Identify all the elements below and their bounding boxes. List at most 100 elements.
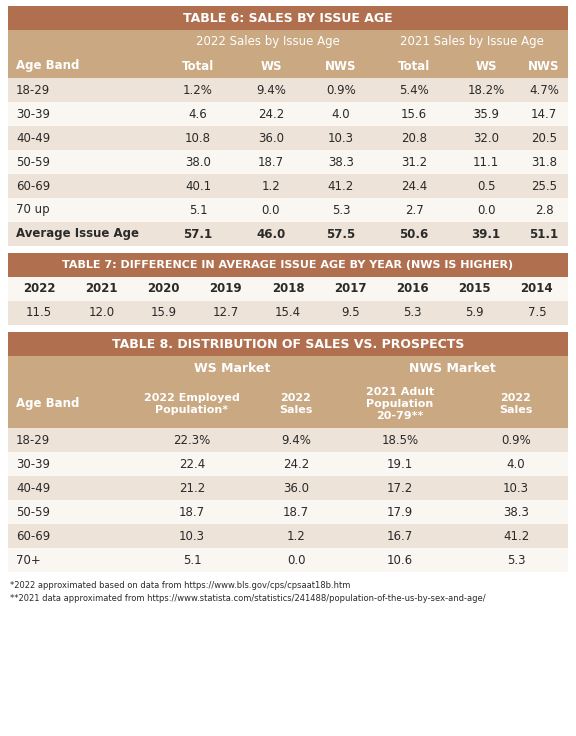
Bar [8,380,568,428]
Text: 38.0: 38.0 [185,155,211,169]
Text: Total: Total [398,60,430,73]
Text: 5.1: 5.1 [189,203,207,216]
Text: 18-29: 18-29 [16,83,50,96]
Text: 19.1: 19.1 [387,458,413,470]
Text: 2022
Sales: 2022 Sales [499,393,533,415]
Text: 5.4%: 5.4% [399,83,429,96]
Text: 5.3: 5.3 [403,306,422,319]
Text: 38.3: 38.3 [503,506,529,518]
Text: **2021 data approximated from https://www.statista.com/statistics/241488/populat: **2021 data approximated from https://ww… [10,594,486,603]
Bar [8,452,568,476]
Bar [8,222,568,246]
Text: 18.7: 18.7 [179,506,205,518]
Bar [8,126,568,150]
Bar [8,428,568,452]
Text: 18.2%: 18.2% [467,83,505,96]
Bar [8,253,568,277]
Text: 32.0: 32.0 [473,132,499,144]
Bar [8,500,568,524]
Text: 10.3: 10.3 [328,132,354,144]
Text: 4.0: 4.0 [507,458,525,470]
Text: WS Market: WS Market [194,361,270,375]
Text: 50-59: 50-59 [16,155,50,169]
Text: 2.7: 2.7 [404,203,423,216]
Text: 35.9: 35.9 [473,107,499,121]
Text: 15.9: 15.9 [150,306,177,319]
Text: Total: Total [182,60,214,73]
Bar [8,548,568,572]
Bar [8,301,568,325]
Text: 50-59: 50-59 [16,506,50,518]
Text: 51.1: 51.1 [529,227,559,241]
Text: 17.9: 17.9 [387,506,413,518]
Text: 40.1: 40.1 [185,180,211,193]
Text: NWS Market: NWS Market [408,361,495,375]
Bar [8,356,568,380]
Text: 0.9%: 0.9% [501,434,531,447]
Bar [8,174,568,198]
Text: 2016: 2016 [396,283,429,295]
Bar [8,150,568,174]
Text: 5.3: 5.3 [507,553,525,567]
Text: TABLE 8. DISTRIBUTION OF SALES VS. PROSPECTS: TABLE 8. DISTRIBUTION OF SALES VS. PROSP… [112,338,464,350]
Text: 18.7: 18.7 [283,506,309,518]
Bar [8,332,568,356]
Text: 2021 Sales by Issue Age: 2021 Sales by Issue Age [400,35,544,49]
Text: 21.2: 21.2 [179,481,205,495]
Text: 22.3%: 22.3% [173,434,211,447]
Text: 24.2: 24.2 [283,458,309,470]
Text: 70+: 70+ [16,553,41,567]
Text: WS: WS [475,60,497,73]
Text: Average Issue Age: Average Issue Age [16,227,139,241]
Text: 14.7: 14.7 [531,107,557,121]
Text: 10.8: 10.8 [185,132,211,144]
Text: 17.2: 17.2 [387,481,413,495]
Text: 31.2: 31.2 [401,155,427,169]
Text: 2022
Sales: 2022 Sales [279,393,313,415]
Text: *2022 approximated based on data from https://www.bls.gov/cps/cpsaat18b.htm: *2022 approximated based on data from ht… [10,581,350,590]
Text: 2022: 2022 [23,283,55,295]
Text: 40-49: 40-49 [16,132,50,144]
Text: 18.7: 18.7 [258,155,284,169]
Text: 24.4: 24.4 [401,180,427,193]
Text: 15.6: 15.6 [401,107,427,121]
Text: 41.2: 41.2 [328,180,354,193]
Text: 38.3: 38.3 [328,155,354,169]
Bar [8,198,568,222]
Text: 2020: 2020 [147,283,180,295]
Text: 20.5: 20.5 [531,132,557,144]
Text: 9.4%: 9.4% [256,83,286,96]
Text: 9.5: 9.5 [341,306,359,319]
Text: 2022 Employed
Population*: 2022 Employed Population* [144,393,240,415]
Text: 7.5: 7.5 [528,306,546,319]
Text: 4.0: 4.0 [332,107,350,121]
Text: 10.6: 10.6 [387,553,413,567]
Text: 1.2%: 1.2% [183,83,213,96]
Text: 24.2: 24.2 [258,107,284,121]
Text: 2.8: 2.8 [535,203,554,216]
Text: 0.0: 0.0 [287,553,305,567]
Text: 11.1: 11.1 [473,155,499,169]
Text: 46.0: 46.0 [256,227,286,241]
Text: 36.0: 36.0 [258,132,284,144]
Text: 18-29: 18-29 [16,434,50,447]
Text: 57.1: 57.1 [183,227,213,241]
Text: 30-39: 30-39 [16,458,50,470]
Text: 39.1: 39.1 [471,227,501,241]
Text: Age Band: Age Band [16,397,79,411]
Text: 57.5: 57.5 [327,227,355,241]
Text: 1.2: 1.2 [262,180,281,193]
Text: 4.6: 4.6 [188,107,207,121]
Text: TABLE 7: DIFFERENCE IN AVERAGE ISSUE AGE BY YEAR (NWS IS HIGHER): TABLE 7: DIFFERENCE IN AVERAGE ISSUE AGE… [62,260,514,270]
Text: 60-69: 60-69 [16,180,50,193]
Text: 0.0: 0.0 [477,203,495,216]
Bar [8,102,568,126]
Text: 9.4%: 9.4% [281,434,311,447]
Text: 16.7: 16.7 [387,529,413,542]
Text: 2019: 2019 [210,283,242,295]
Text: 0.5: 0.5 [477,180,495,193]
Bar [8,524,568,548]
Bar [8,78,568,102]
Bar [8,6,568,30]
Text: 0.0: 0.0 [262,203,281,216]
